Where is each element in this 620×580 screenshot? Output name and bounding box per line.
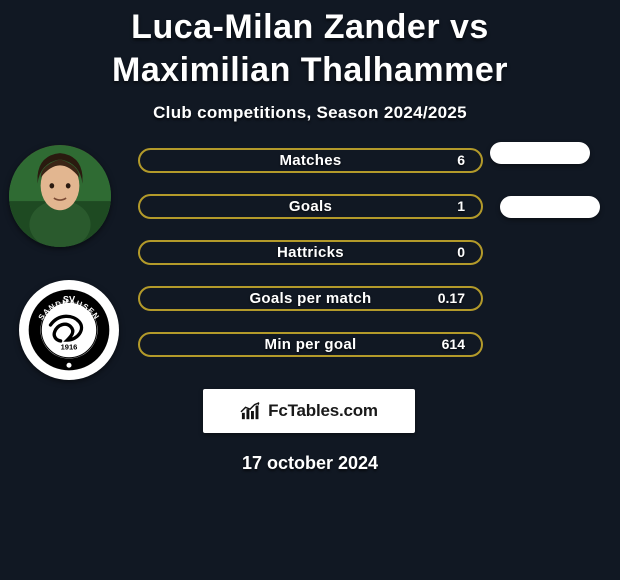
stat-value-left: 614 — [442, 334, 465, 355]
avatar-placeholder-icon — [9, 145, 111, 247]
svg-text:1916: 1916 — [61, 342, 78, 351]
page-subtitle: Club competitions, Season 2024/2025 — [0, 103, 620, 123]
stat-value-left: 1 — [457, 196, 465, 217]
stat-value-left: 0.17 — [438, 288, 465, 309]
stat-label: Goals per match — [140, 288, 481, 309]
stat-value-left: 6 — [457, 150, 465, 171]
branding-link[interactable]: FcTables.com — [203, 389, 415, 433]
stat-pill-right — [500, 196, 600, 218]
stat-row: Goals 1 — [138, 194, 483, 219]
stat-row: Hattricks 0 — [138, 240, 483, 265]
page-title: Luca-Milan Zander vs Maximilian Thalhamm… — [0, 0, 620, 93]
sandhausen-badge-icon: SV SANDHAUSEN 1916 — [27, 288, 111, 372]
stat-value-left: 0 — [457, 242, 465, 263]
stat-row: Min per goal 614 — [138, 332, 483, 357]
stat-label: Goals — [140, 196, 481, 217]
stat-pill-right — [490, 142, 590, 164]
bar-chart-trend-icon — [240, 401, 262, 421]
stat-row: Matches 6 — [138, 148, 483, 173]
stat-label: Matches — [140, 150, 481, 171]
player-left-avatar — [9, 145, 111, 247]
stat-label: Hattricks — [140, 242, 481, 263]
branding-text: FcTables.com — [268, 401, 378, 421]
stat-label: Min per goal — [140, 334, 481, 355]
stat-row: Goals per match 0.17 — [138, 286, 483, 311]
snapshot-date: 17 october 2024 — [0, 453, 620, 474]
player-left-club-badge: SV SANDHAUSEN 1916 — [19, 280, 119, 380]
stats-column-left: Matches 6 Goals 1 Hattricks 0 Goals per … — [138, 148, 483, 378]
stats-column-right — [490, 142, 600, 250]
